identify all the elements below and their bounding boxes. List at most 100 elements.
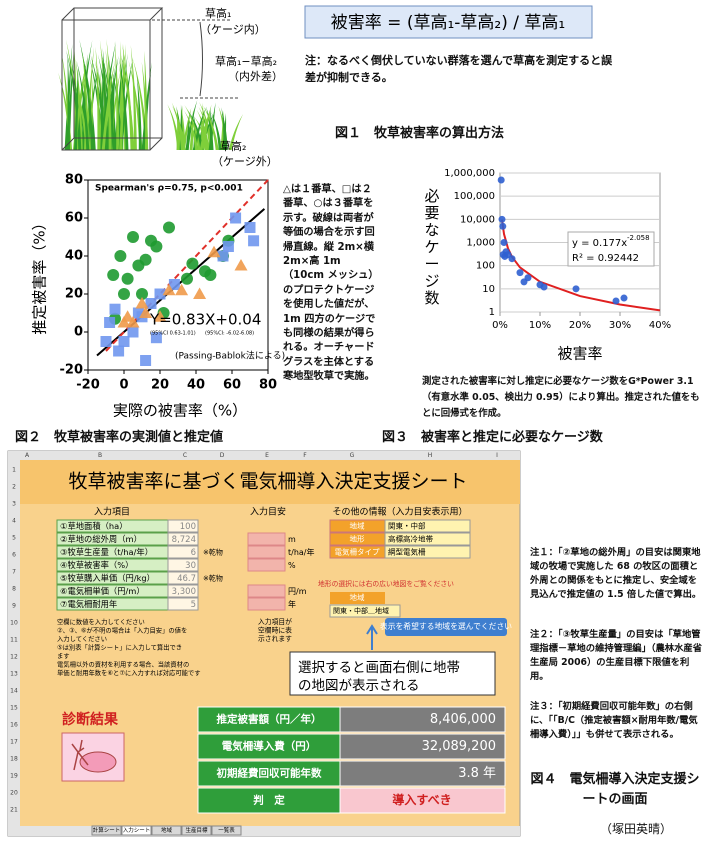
- point: [222, 241, 234, 252]
- row-number: 19: [10, 773, 18, 780]
- row-number: 14: [10, 688, 18, 695]
- row-number: 18: [10, 756, 18, 763]
- y-tick-label: 40: [65, 249, 83, 264]
- bracket: [199, 21, 203, 97]
- result-label: 電気柵導入費（円）: [222, 740, 317, 753]
- judge-label: 判 定: [253, 794, 285, 807]
- guide-cell: [247, 584, 286, 598]
- equation: y = 0.177x: [572, 238, 627, 249]
- tab-label: 計算シート: [93, 826, 121, 834]
- sheet-note: ⑤は別表「計算シート」に入力して算出でき: [57, 643, 182, 652]
- input-value: 5: [191, 600, 196, 610]
- result-value: 8,406,000: [430, 712, 496, 727]
- fig1-label: 草高₂: [220, 139, 246, 153]
- grass-blade: [141, 62, 152, 150]
- x-tick-label: 0: [119, 378, 128, 393]
- x-tick-label: 20: [151, 378, 169, 393]
- row-number: 12: [10, 654, 18, 661]
- input-note: ※乾物: [203, 574, 223, 583]
- point: [175, 283, 189, 296]
- guide-unit: t/ha/年: [288, 547, 315, 557]
- row-number: 21: [10, 807, 18, 814]
- section-header: 入力項目: [94, 506, 130, 518]
- region-button[interactable]: [385, 618, 507, 636]
- cage-edge: [61, 7, 164, 21]
- column-letter: G: [350, 452, 355, 459]
- y-tick-label: -20: [60, 363, 84, 378]
- grass-blade: [172, 105, 186, 150]
- point: [217, 250, 229, 262]
- grass-blade: [82, 51, 90, 150]
- sheet-tab: [181, 825, 212, 836]
- x-tick-label: 0%: [492, 320, 508, 331]
- guide-unit: m: [288, 535, 296, 544]
- other-label: 地域: [350, 521, 365, 531]
- input-value: 3,300: [172, 587, 196, 597]
- row-number: 7: [12, 569, 16, 576]
- x-tick-label: 10%: [529, 320, 551, 331]
- result-value: 32,089,200: [422, 739, 496, 754]
- point: [114, 250, 127, 262]
- guide-cell: [247, 545, 286, 559]
- input-label: ①草地面積（ha）: [60, 521, 128, 531]
- note-2: 注２：「③牧草生産量」の目安は「草地管理指標－草地の維持管理編」（農林水産省生産…: [530, 629, 702, 682]
- y-tick-label: 1,000,000: [444, 168, 495, 179]
- other-value-cell: [384, 545, 471, 559]
- map-note: 地形の選択には右の広い地図をご覧ください: [318, 579, 454, 588]
- r-squared: R² = 0.92442: [572, 253, 639, 264]
- y-axis-label: 必要なケージ数: [424, 187, 439, 307]
- sheet-note: ②、③、⑥が不明の場合は「入力目安」の値を: [57, 626, 187, 635]
- input-value-cell: [167, 532, 199, 546]
- grass-blade: [130, 44, 137, 150]
- row-number: 1: [12, 467, 16, 474]
- point: [150, 332, 162, 344]
- fig4-caption: 図４ 電気柵導入決定支援シートの画面: [530, 772, 700, 807]
- input-value: 6: [191, 548, 196, 558]
- point: [540, 283, 548, 291]
- grass-blade: [112, 72, 123, 150]
- sheet-note: ます: [57, 652, 70, 660]
- point: [100, 336, 112, 347]
- grass-blade: [199, 112, 210, 150]
- guide-cell: [247, 558, 286, 572]
- row-number: 17: [10, 739, 18, 746]
- grass-blade: [136, 75, 142, 150]
- point: [140, 355, 152, 366]
- input-value-cell: [167, 597, 199, 611]
- annotation: Spearman's ρ=0.75, p<0.001: [95, 184, 243, 194]
- select-value: 関東・中部＿地域: [333, 606, 389, 615]
- point: [153, 310, 167, 322]
- point: [207, 245, 221, 258]
- callout-text: の地図が表示される: [298, 678, 420, 694]
- grass-blade: [72, 75, 89, 150]
- annotation: (95%CI 0.63-1.01): [150, 331, 196, 337]
- x-axis-label: 実際の被害率（%）: [113, 402, 247, 420]
- row-number: 4: [12, 518, 16, 525]
- row-number: 20: [10, 790, 18, 797]
- grass-blade: [79, 39, 94, 150]
- result-label: 推定被害額（円／年）: [217, 713, 322, 726]
- point: [508, 255, 516, 263]
- tab-label: 入力シート: [123, 826, 151, 834]
- point: [612, 297, 620, 305]
- button-label: 表示を希望する地域を選んでください: [380, 621, 512, 631]
- column-letter: I: [496, 452, 498, 459]
- sheet-note: 電気柵以外の資材を利用する場合、当該資材の: [57, 660, 189, 669]
- row-number: 8: [12, 586, 16, 593]
- point: [572, 285, 580, 293]
- input-value-cell: [167, 519, 199, 533]
- input-label: ⑥電気柵単価（円/m）: [60, 586, 145, 596]
- fig2-text: △は１番草、□は２番草、○は３番草を示す。破線は両者が等価の場合を示す回帰直線。…: [283, 184, 376, 383]
- blank-note: 入力項目が: [258, 617, 292, 626]
- result-header: 診断結果: [62, 711, 119, 728]
- point: [234, 259, 248, 271]
- input-label: ②草地の総外周（m）: [60, 534, 142, 544]
- fig1-caption: 図１ 牧草被害率の算出方法: [335, 126, 505, 141]
- grass-blade: [105, 48, 112, 150]
- sheet-title: 牧草被害率に基づく電気柵導入決定支援シート: [68, 471, 467, 493]
- arrow: [366, 624, 378, 650]
- y-tick-label: 1,000: [466, 238, 495, 249]
- result-label-cell: [197, 760, 341, 787]
- grass-blade: [209, 107, 213, 150]
- point: [248, 235, 260, 247]
